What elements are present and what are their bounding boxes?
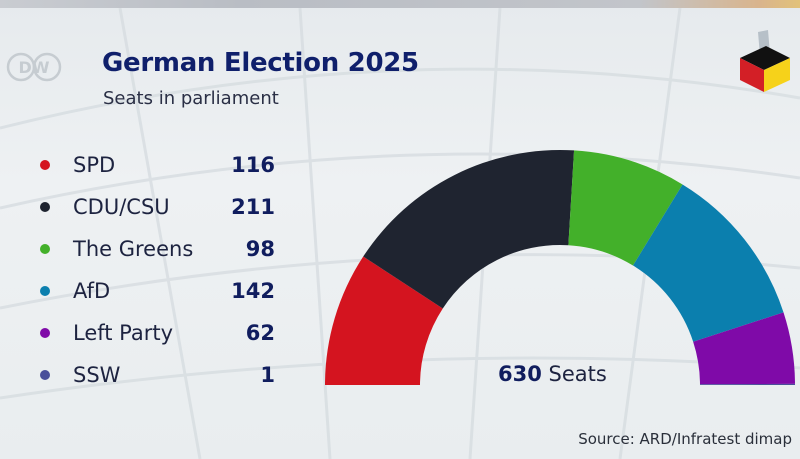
legend-value: 211 bbox=[231, 195, 275, 219]
legend-label: SSW bbox=[73, 363, 121, 387]
top-strip bbox=[0, 0, 800, 8]
legend-item: The Greens 98 bbox=[40, 234, 275, 264]
arc-segment-ssw bbox=[699, 383, 795, 385]
legend-label: AfD bbox=[73, 279, 111, 303]
legend-dot-afd bbox=[40, 286, 50, 296]
legend-item: SPD 116 bbox=[40, 150, 275, 180]
legend-label: SPD bbox=[73, 153, 116, 177]
dw-logo-text: DW bbox=[19, 58, 50, 77]
legend-label: The Greens bbox=[73, 237, 194, 261]
arc-segment-afd bbox=[633, 184, 784, 342]
legend-value: 116 bbox=[231, 153, 275, 177]
ballot-box-icon bbox=[740, 30, 790, 92]
legend-item: CDU/CSU 211 bbox=[40, 192, 275, 222]
arc-segment-left-party bbox=[693, 312, 795, 385]
page-title: German Election 2025 bbox=[102, 48, 419, 78]
total-seats-unit: Seats bbox=[548, 362, 607, 386]
legend-dot-cdu-csu bbox=[40, 202, 50, 212]
legend-label: CDU/CSU bbox=[73, 195, 170, 219]
total-seats-number: 630 bbox=[498, 362, 542, 386]
legend-dot-spd bbox=[40, 160, 50, 170]
legend-value: 142 bbox=[231, 279, 275, 303]
legend-dot-ssw bbox=[40, 370, 50, 380]
legend-value: 1 bbox=[260, 363, 275, 387]
dw-logo-icon: DW bbox=[6, 52, 62, 82]
legend-dot-left-party bbox=[40, 328, 50, 338]
legend-item: AfD 142 bbox=[40, 276, 275, 306]
arc-segment-spd bbox=[325, 256, 443, 385]
arc-segment-cdu-csu bbox=[363, 150, 575, 309]
legend-label: Left Party bbox=[73, 321, 174, 345]
arc-segment-the-greens bbox=[568, 150, 683, 266]
legend-value: 98 bbox=[245, 237, 275, 261]
legend-item: SSW 1 bbox=[40, 360, 275, 390]
page-subtitle: Seats in parliament bbox=[103, 88, 279, 109]
source-note: Source: ARD/Infratest dimap bbox=[578, 430, 792, 448]
legend-value: 62 bbox=[245, 321, 275, 345]
legend-dot-greens bbox=[40, 244, 50, 254]
total-seats-label: 630 Seats bbox=[498, 362, 607, 386]
legend-item: Left Party 62 bbox=[40, 318, 275, 348]
